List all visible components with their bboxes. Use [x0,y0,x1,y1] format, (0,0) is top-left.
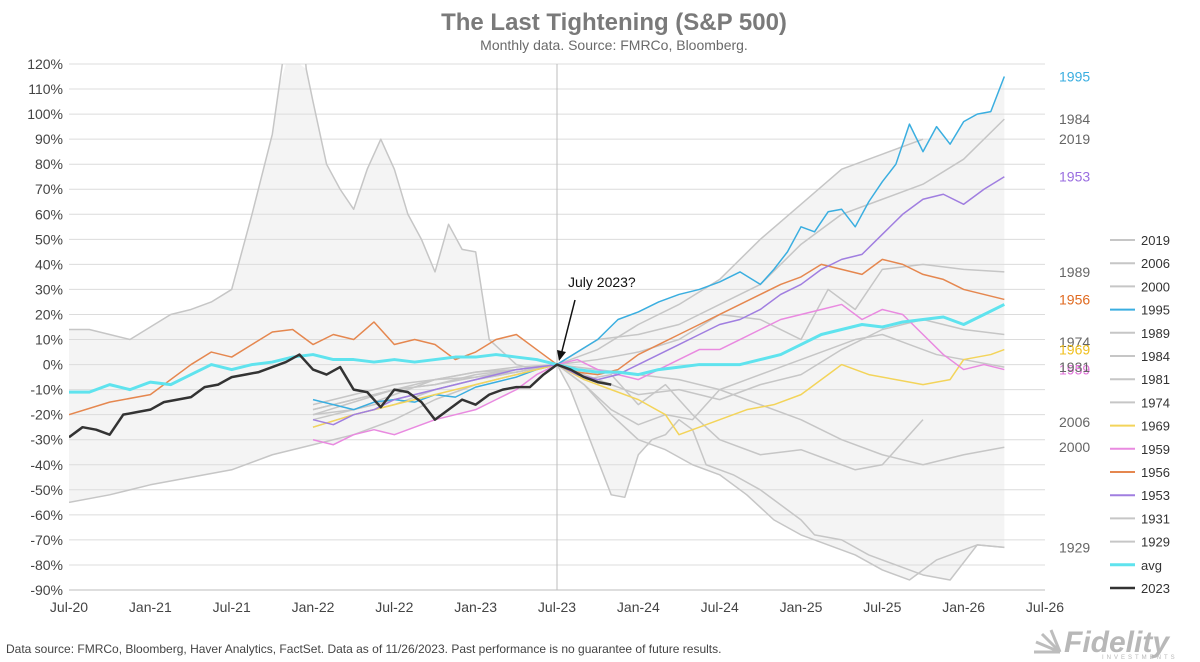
annotation-arrowhead [557,350,566,361]
legend-label-2000: 2000 [1141,279,1170,294]
x-tick-label: Jan-21 [129,599,172,615]
series-end-label-1995: 1995 [1059,69,1090,85]
series-line-1995 [312,76,1006,411]
legend-label-1989: 1989 [1141,326,1170,341]
series-end-label-2006: 2006 [1059,414,1090,430]
legend-label-1995: 1995 [1141,303,1170,318]
y-tick-label: 100% [27,106,63,122]
x-tick-label: Jul-20 [50,599,88,615]
y-tick-label: 110% [28,81,63,97]
x-tick-label: Jan-23 [454,599,497,615]
fidelity-burst-icon [1034,629,1062,654]
y-tick-label: 80% [35,156,63,172]
series-end-label-1969: 1969 [1059,342,1090,358]
range-band [69,64,1005,580]
y-tick-label: 50% [35,231,63,247]
y-axis-ticks: -90% -80% -70% -60% -50% -40% -30% -20% -10% 0% 10… [27,56,63,598]
x-tick-label: Jan-22 [292,599,335,615]
x-tick-label: Jul-23 [538,599,576,615]
y-tick-label: 120% [27,56,63,72]
legend-label-1953: 1953 [1141,488,1170,503]
y-tick-label: -60% [30,507,63,523]
y-tick-label: -30% [30,432,63,448]
x-tick-label: Jul-25 [863,599,901,615]
legend-label-1981: 1981 [1141,372,1170,387]
series-line-1931 [69,333,1005,504]
y-tick-label: 40% [35,256,63,272]
x-tick-label: Jul-21 [213,599,251,615]
series-end-label-1959: 1959 [1059,362,1090,378]
series-line-1969 [312,348,1005,436]
legend-label-1956: 1956 [1141,465,1170,480]
y-tick-label: 0% [43,357,63,373]
y-tick-label: -80% [30,557,63,573]
annotation-arrow-line [560,299,576,356]
series-end-label-1931: 1931 [1059,359,1090,375]
annotation: July 2023? [557,274,636,361]
legend-label-1984: 1984 [1141,349,1170,364]
y-tick-label: 90% [35,131,63,147]
y-tick-label: 70% [35,181,63,197]
series-line-1929 [69,64,1005,581]
legend-label-avg: avg [1141,558,1162,573]
series-line-avg [69,303,1005,394]
legend: 2019 2006 2000 1995 1989 1984 1981 1974 1969 1959… [1110,233,1170,596]
chart-title: The Last Tightening (S&P 500) [441,9,787,36]
logo-subtitle: INVESTMENTS [1102,655,1178,661]
series-line-1953 [312,176,1005,426]
series-end-label-1929: 1929 [1059,539,1090,555]
x-tick-label: Jul-24 [701,599,739,615]
series-end-label-1974: 1974 [1059,334,1090,350]
series-line-2000 [312,363,1005,466]
y-tick-label: 30% [35,281,63,297]
series-end-label-1956: 1956 [1059,291,1090,307]
range-band-area [69,64,1005,580]
x-axis-ticks: Jul-20 Jan-21 Jul-21 Jan-22 Jul-22 Jan-23 Jul-… [50,599,1064,615]
x-tick-label: Jul-26 [1026,599,1064,615]
y-tick-label: 60% [35,206,63,222]
y-tick-label: 10% [35,332,63,348]
series-lines [69,64,1006,581]
series-line-1989 [312,263,1005,416]
legend-label-1969: 1969 [1141,419,1170,434]
logo-wordmark: Fidelity [1064,626,1170,659]
legend-label-1974: 1974 [1141,395,1170,410]
y-tick-label: -40% [30,457,63,473]
y-tick-label: -70% [30,532,63,548]
chart-subtitle: Monthly data. Source: FMRCo, Bloomberg. [480,37,748,53]
fidelity-logo: Fidelity INVESTMENTS [1030,626,1196,661]
x-tick-label: Jul-22 [375,599,413,615]
series-end-label-2000: 2000 [1059,439,1090,455]
y-tick-label: -90% [30,582,63,598]
legend-label-2023: 2023 [1141,581,1170,596]
x-tick-label: Jan-24 [617,599,660,615]
series-end-label-1984: 1984 [1059,111,1090,127]
series-end-label-2019: 2019 [1059,131,1090,147]
y-tick-label: -50% [30,482,63,498]
series-end-label-1953: 1953 [1059,169,1090,185]
legend-label-2006: 2006 [1141,256,1170,271]
series-end-label-1989: 1989 [1059,264,1090,280]
legend-label-2019: 2019 [1141,233,1170,248]
annotation-text: July 2023? [568,274,636,290]
x-tick-label: Jan-26 [942,599,985,615]
legend-label-1959: 1959 [1141,442,1170,457]
gridlines [69,63,1045,591]
series-line-2023 [69,353,612,439]
series-line-1981 [312,318,1005,406]
legend-label-1929: 1929 [1141,535,1170,550]
x-tick-label: Jan-25 [780,599,823,615]
footer-note: Data source: FMRCo, Bloomberg, Haver Ana… [6,642,722,656]
y-tick-label: 20% [35,306,63,322]
y-tick-label: -20% [30,407,63,423]
legend-label-1931: 1931 [1141,511,1170,526]
y-tick-label: -10% [30,382,63,398]
series-line-1984 [312,118,1005,421]
